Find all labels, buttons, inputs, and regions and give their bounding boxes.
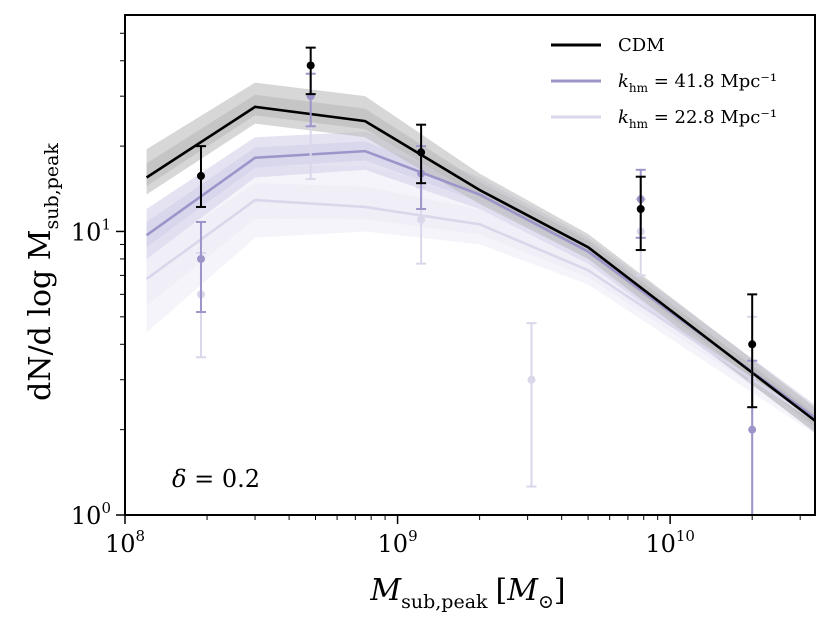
k-hm-22-8-mpc-1-inner-band — [146, 183, 815, 428]
cdm-inner-band — [146, 94, 815, 427]
data-marker — [306, 61, 315, 70]
data-marker — [417, 215, 426, 224]
k-hm-22-8-mpc-1-point-3 — [526, 322, 537, 488]
data-marker — [748, 425, 757, 434]
k-hm-22-8-mpc-1-scatter-band — [146, 166, 815, 435]
cdm-point-0 — [195, 145, 206, 208]
axes-frame — [124, 14, 816, 516]
y-tick-label: 101 — [71, 215, 111, 246]
axis-ticks: 108 109 1010 100 101 — [71, 32, 801, 558]
x-axis-label: Msub,peak [M⊙] — [369, 573, 565, 613]
legend-label: khm = 41.8 Mpc⁻¹ — [618, 71, 777, 95]
plot-clip-group — [145, 82, 815, 435]
x-tick-label: 1010 — [645, 527, 695, 558]
cdm-point-4 — [747, 293, 758, 409]
legend-item-cdm: CDM — [551, 35, 665, 56]
data-marker — [527, 375, 536, 384]
data-marker — [196, 254, 205, 263]
legend-item-k-hm-41-8-mpc-1: khm = 41.8 Mpc⁻¹ — [551, 71, 777, 95]
cdm-point-2 — [416, 123, 427, 185]
legend: CDM khm = 41.8 Mpc⁻¹ khm = 22.8 Mpc⁻¹ — [551, 35, 777, 131]
legend-label: khm = 22.8 Mpc⁻¹ — [618, 107, 777, 131]
y-tick-label: 100 — [71, 499, 111, 530]
cdm-point-1 — [305, 46, 316, 96]
cdm-point-3 — [635, 175, 646, 252]
legend-label: CDM — [618, 35, 665, 56]
y-axis-label: dN/d log Msub,peak — [23, 143, 63, 401]
cdm-scatter-band — [146, 82, 815, 433]
delta-value: = 0.2 — [186, 465, 260, 493]
k-hm-41-8-mpc-1-point-0 — [195, 220, 206, 313]
k-hm-22-8-mpc-1-line — [145, 198, 815, 422]
data-marker — [417, 148, 426, 157]
x-tick-label: 109 — [378, 527, 418, 558]
x-tick-label: 108 — [105, 527, 145, 558]
plot-area — [145, 46, 815, 515]
legend-item-k-hm-22-8-mpc-1: khm = 22.8 Mpc⁻¹ — [551, 107, 777, 131]
delta-annotation: δ = 0.2 — [172, 465, 260, 493]
delta-symbol: δ — [172, 465, 186, 493]
data-marker — [196, 171, 205, 180]
data-marker — [748, 340, 757, 349]
data-marker — [306, 145, 315, 154]
data-marker — [636, 205, 645, 214]
